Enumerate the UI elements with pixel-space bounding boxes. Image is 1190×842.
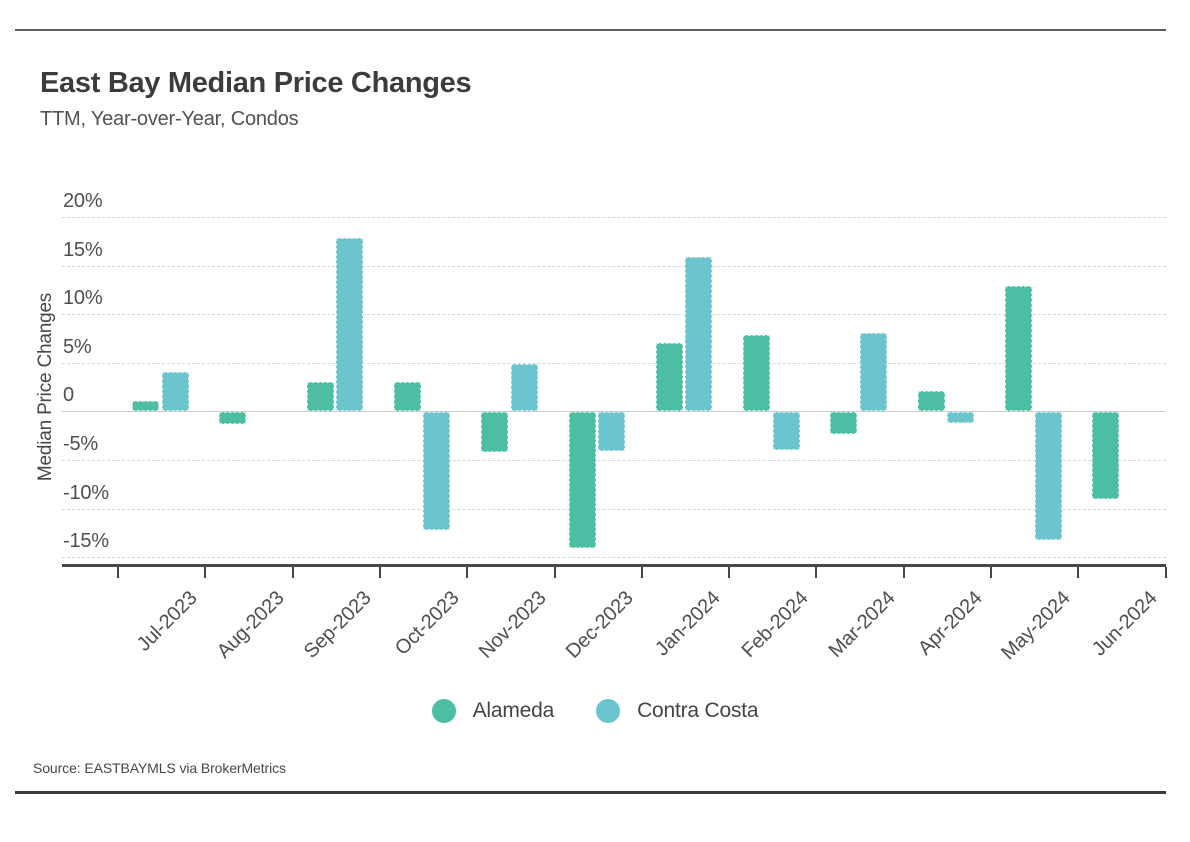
bar-alameda-dec-2023 <box>568 412 596 549</box>
legend: Alameda Contra Costa <box>0 699 1190 723</box>
y-tick-label: 10% <box>63 287 103 310</box>
x-tick <box>728 567 731 578</box>
bar-alameda-nov-2023 <box>481 412 509 453</box>
x-tick <box>815 567 818 578</box>
x-tick <box>378 567 381 578</box>
y-tick-label: -5% <box>63 433 98 455</box>
legend-item-alameda: Alameda <box>431 699 555 723</box>
y-tick-label: 0 <box>63 384 74 407</box>
bar-contra-costa-jan-2024 <box>685 256 713 412</box>
gridline <box>62 314 1166 316</box>
bar-contra-costa-mar-2024 <box>859 332 887 412</box>
x-tick <box>640 567 643 578</box>
x-tick <box>902 567 905 578</box>
x-tick <box>990 567 992 578</box>
legend-item-contra-costa: Contra Costa <box>596 699 759 723</box>
page-title: East Bay Median Price Changes <box>40 67 472 99</box>
bar-contra-costa-nov-2023 <box>510 363 538 412</box>
y-tick-label: -10% <box>63 481 109 504</box>
x-tick <box>117 567 119 578</box>
gridline <box>62 460 1166 461</box>
gridline <box>62 508 1166 510</box>
x-tick <box>291 567 294 578</box>
gridline <box>62 557 1166 559</box>
bar-alameda-feb-2024 <box>743 334 771 412</box>
x-tick <box>553 567 556 578</box>
bar-alameda-oct-2023 <box>393 382 421 412</box>
legend-label-contra-costa: Contra Costa <box>637 699 759 722</box>
bar-alameda-aug-2023 <box>219 412 247 425</box>
gridline <box>62 362 1166 364</box>
y-tick-label: 15% <box>63 238 103 261</box>
bottom-rule <box>15 791 1166 794</box>
contra-costa-swatch-icon <box>596 699 621 723</box>
bar-contra-costa-sep-2023 <box>336 237 364 412</box>
y-tick-label: 20% <box>63 190 103 213</box>
alameda-swatch-icon <box>431 699 456 723</box>
bar-alameda-jun-2024 <box>1092 412 1120 499</box>
bar-contra-costa-oct-2023 <box>423 412 451 530</box>
bar-contra-costa-apr-2024 <box>947 412 975 424</box>
bar-alameda-mar-2024 <box>830 412 858 434</box>
page-subtitle: TTM, Year-over-Year, Condos <box>40 108 299 130</box>
bar-alameda-jan-2024 <box>655 343 683 412</box>
legend-label-alameda: Alameda <box>472 699 555 722</box>
bar-alameda-may-2024 <box>1005 286 1032 412</box>
bar-contra-costa-may-2024 <box>1034 412 1062 540</box>
x-tick <box>1164 567 1167 578</box>
top-rule <box>15 29 1166 31</box>
bar-contra-costa-jul-2023 <box>161 371 189 412</box>
x-tick <box>204 567 207 578</box>
source-note: Source: EASTBAYMLS via BrokerMetrics <box>33 760 286 776</box>
x-axis-line <box>62 564 1166 567</box>
x-tick <box>466 567 469 578</box>
gridline <box>62 217 1166 219</box>
bar-alameda-jul-2023 <box>132 400 159 412</box>
bar-alameda-apr-2024 <box>917 391 945 412</box>
x-tick <box>1077 567 1080 578</box>
y-tick-label: -15% <box>63 530 109 553</box>
zero-gridline <box>62 411 1166 413</box>
bar-contra-costa-dec-2023 <box>598 412 625 452</box>
y-tick-label: 5% <box>63 335 92 358</box>
gridline <box>62 265 1166 267</box>
bar-alameda-sep-2023 <box>306 382 334 412</box>
bar-contra-costa-feb-2024 <box>772 412 800 451</box>
